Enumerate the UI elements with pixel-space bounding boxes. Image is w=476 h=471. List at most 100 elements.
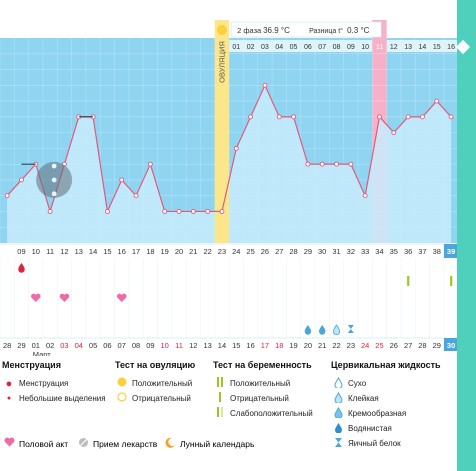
legend-cervical-sticky: Клейкая: [348, 394, 379, 403]
marker-area: [0, 258, 457, 338]
legend-pregnancy-test: Тест на беременность Положительный Отриц…: [213, 360, 313, 421]
day-label-strip: [229, 40, 457, 52]
temperature-point: [305, 161, 311, 167]
cycle-day-label: 25: [246, 247, 254, 256]
temperature-point: [262, 82, 268, 88]
temperature-point: [205, 209, 211, 214]
cycle-day-label: 31: [332, 247, 340, 256]
date-label: 04: [75, 341, 83, 350]
legend-pregnancy-title: Тест на беременность: [213, 360, 312, 370]
temperature-point: [219, 209, 225, 214]
faint-strip-icon: [213, 407, 227, 420]
cycle-day-label: 20: [175, 247, 183, 256]
cycle-day-label: 33: [361, 247, 369, 256]
top-day-label: 05: [290, 44, 298, 51]
bbt-chart: ОВУЛЯЦИЯ 2 фаза 36.9 °С Разница t° 0.3 °С 01 0…: [0, 20, 457, 359]
heart-icon: [116, 293, 127, 302]
cycle-day-label: 09: [17, 247, 25, 256]
date-label: 13: [203, 341, 211, 350]
current-date-cell: [443, 338, 457, 351]
handle-dot: [51, 163, 57, 169]
cycle-day-label: 21: [189, 247, 197, 256]
cycle-day-label: 11: [46, 247, 54, 256]
current-cycle-day-cell: [443, 244, 457, 258]
legend-cervical-creamy: Кремообразная: [348, 409, 407, 418]
cycle-day-label: 24: [232, 247, 240, 256]
legend-spotting-item: Небольшие выделения: [19, 394, 106, 403]
date-label: 28: [418, 341, 426, 350]
top-day-label: 06: [304, 44, 312, 51]
temperature-point: [104, 209, 110, 214]
single-strip-icon: [213, 392, 227, 405]
legend-cervical-title: Цервикальная жидкость: [331, 360, 441, 370]
date-label: 16: [246, 341, 254, 350]
cycle-day-label: 19: [161, 247, 169, 256]
top-day-label: 09: [347, 44, 355, 51]
watery-drop-icon: [331, 422, 345, 436]
date-label: 22: [332, 341, 340, 350]
top-day-label: 12: [390, 44, 398, 51]
pill-icon: [76, 437, 90, 451]
top-day-label: 02: [247, 44, 255, 51]
drop-icon: [304, 325, 312, 335]
date-label: 01: [32, 341, 40, 350]
date-label: 03: [60, 341, 68, 350]
date-label: 19: [289, 341, 297, 350]
temperature-point: [291, 114, 297, 120]
diff-value: 0.3 °С: [347, 26, 370, 35]
month-label: Март: [33, 350, 52, 356]
cycle-day-row: [0, 244, 457, 258]
cycle-day-label: 12: [60, 247, 68, 256]
date-label: 17: [261, 341, 269, 350]
temperature-point: [147, 161, 153, 167]
temperature-point: [176, 209, 182, 214]
date-label: 29: [433, 341, 441, 350]
temperature-point: [419, 114, 425, 120]
ovulation-band: [214, 20, 230, 243]
top-day-label: 14: [419, 44, 427, 51]
date-label: 05: [89, 341, 97, 350]
cycle-day-label: 35: [390, 247, 398, 256]
cycle-day-label: 15: [103, 247, 111, 256]
legend-ovulation-negative: Отрицательный: [132, 394, 191, 403]
date-label: 12: [189, 341, 197, 350]
cycle-day-label: 14: [89, 247, 97, 256]
temperature-point: [448, 114, 454, 120]
temperature-point: [391, 130, 397, 136]
date-label: 15: [232, 341, 240, 350]
cycle-day-label: 22: [203, 247, 211, 256]
top-day-label: 11: [376, 44, 383, 51]
positive-ovulation-icon: [115, 377, 129, 390]
drop-icon: [18, 263, 25, 273]
temperature-point: [4, 193, 10, 199]
test-strip-icon: [407, 276, 410, 286]
side-panel-edge: [457, 0, 476, 471]
cycle-day-label: 13: [75, 247, 83, 256]
sun-icon: [216, 25, 227, 35]
cycle-day-label: 30: [318, 247, 326, 256]
temperature-point: [162, 209, 168, 214]
heart-icon: [30, 293, 41, 302]
top-day-label: 07: [318, 44, 326, 51]
temperature-point: [19, 177, 24, 183]
date-label: 30: [447, 341, 455, 350]
temperature-point: [133, 193, 139, 199]
hourglass-icon: [347, 325, 354, 333]
legend-intercourse: Половой акт: [19, 438, 69, 449]
top-day-label: 15: [433, 44, 441, 51]
date-label: 21: [318, 341, 326, 350]
diff-label: Разница t°: [309, 27, 343, 35]
sticky-drop-icon: [331, 391, 345, 406]
date-label: 08: [132, 341, 140, 350]
cycle-day-label: 28: [289, 247, 297, 256]
top-day-label: 10: [361, 44, 369, 51]
cycle-day-label: 38: [433, 247, 441, 256]
top-day-label: 16: [447, 44, 455, 51]
date-label: 27: [404, 341, 412, 350]
temperature-point: [248, 114, 254, 120]
legend-menstruation-title: Менструация: [2, 360, 61, 370]
legend-bottom-row: Половой акт Прием лекарств Лунный календ…: [0, 437, 457, 451]
hourglass-icon: [331, 437, 345, 451]
legend-medication: Прием лекарств: [93, 439, 158, 449]
cycle-day-label: 23: [218, 247, 226, 256]
